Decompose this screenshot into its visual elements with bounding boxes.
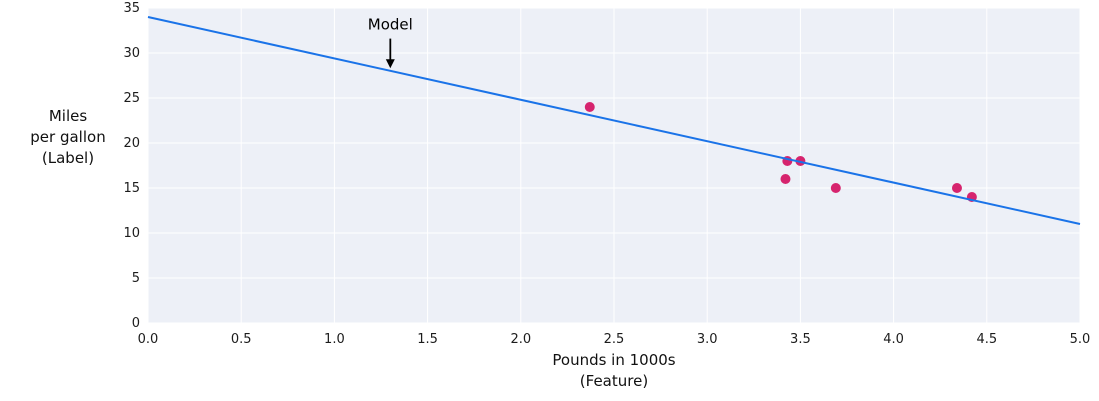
data-point: [780, 174, 791, 184]
y-axis-label: Miles per gallon (Label): [8, 106, 128, 169]
x-tick-label: 4.5: [976, 332, 997, 347]
annotation-arrowhead: [385, 59, 395, 69]
y-tick-label: 35: [123, 1, 140, 16]
x-axis-label: Pounds in 1000s (Feature): [148, 350, 1080, 392]
x-tick-label: 0.5: [231, 332, 252, 347]
annotation-model-label: Model: [368, 16, 413, 34]
x-tick-label: 3.0: [697, 332, 718, 347]
y-tick-label: 20: [123, 136, 140, 151]
x-tick-label: 2.0: [510, 332, 531, 347]
x-tick-label: 4.0: [883, 332, 904, 347]
y-tick-label: 10: [123, 226, 140, 241]
y-tick-label: 5: [132, 271, 140, 286]
x-axis-label-line: (Feature): [579, 372, 649, 390]
y-axis-label-line: per gallon: [30, 128, 106, 146]
x-tick-label: 0.0: [138, 332, 159, 347]
x-axis-label-line: Pounds in 1000s: [552, 351, 676, 369]
y-tick-label: 0: [132, 316, 140, 331]
x-tick-label: 5.0: [1070, 332, 1091, 347]
y-axis-label-line: Miles: [48, 107, 88, 125]
data-point: [830, 183, 841, 193]
x-tick-label: 3.5: [790, 332, 811, 347]
x-tick-label: 2.5: [604, 332, 625, 347]
y-tick-label: 15: [123, 181, 140, 196]
y-axis-label-line: (Label): [41, 149, 95, 167]
y-tick-label: 25: [123, 91, 140, 106]
y-tick-label: 30: [123, 46, 140, 61]
x-tick-label: 1.5: [417, 332, 438, 347]
x-tick-label: 1.0: [324, 332, 345, 347]
model-line: [147, 16, 1081, 225]
data-point: [584, 102, 595, 112]
data-point: [951, 183, 962, 193]
